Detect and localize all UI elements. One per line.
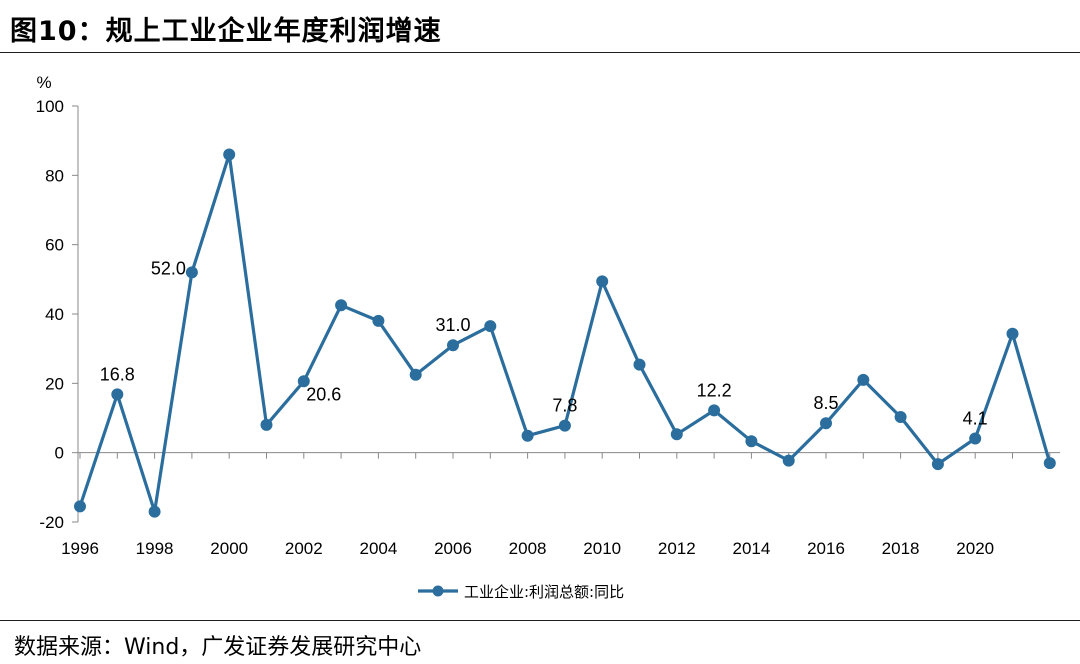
data-label: 52.0 — [151, 258, 186, 278]
figure-source: 数据来源：Wind，广发证券发展研究中心 — [14, 635, 422, 660]
x-tick-label: 2010 — [583, 539, 621, 558]
series-point — [74, 500, 86, 513]
x-tick-label: 2006 — [434, 539, 472, 558]
series-point — [1006, 327, 1019, 340]
series-point — [745, 435, 758, 448]
series-point — [409, 368, 422, 381]
series-point — [708, 404, 721, 417]
legend-swatch-marker — [432, 585, 444, 597]
figure-header: 图10：规上工业企业年度利润增速 — [0, 0, 1080, 53]
chart-data-labels: 16.8 52.0 20.6 31.0 7.8 12.2 8.5 4.1 — [100, 258, 988, 428]
series-point — [857, 373, 870, 386]
data-label: 12.2 — [697, 380, 732, 400]
x-tick-label: 2014 — [732, 539, 770, 558]
data-label: 16.8 — [100, 364, 135, 384]
series-point — [1043, 457, 1056, 470]
series-point — [335, 299, 348, 312]
series-point — [820, 417, 832, 430]
chart-legend: 工业企业:利润总额:同比 — [418, 583, 624, 601]
x-tick-label: 2002 — [285, 539, 323, 558]
series-point — [931, 458, 944, 471]
chart-axes: -20 0 20 40 60 80 100% 1996 1998 2000 2002 2004 2006… — [36, 73, 1060, 558]
series-point — [633, 358, 646, 371]
chart-series-layer — [74, 148, 1056, 518]
series-point — [670, 428, 683, 441]
series-point — [223, 148, 236, 161]
data-label: 8.5 — [813, 393, 838, 413]
data-label: 31.0 — [435, 315, 470, 335]
data-label: 4.1 — [963, 408, 988, 428]
y-tick-label: -20 — [39, 513, 64, 532]
x-tick-label: 2008 — [509, 539, 547, 558]
data-label: 7.8 — [552, 396, 577, 416]
x-tick-label: 2016 — [807, 539, 845, 558]
y-tick-label: 100 — [36, 97, 64, 116]
series-point — [596, 275, 609, 288]
series-point — [484, 320, 497, 333]
figure-footer: 数据来源：Wind，广发证券发展研究中心 — [0, 620, 1080, 664]
series-point — [148, 505, 161, 518]
series-point — [521, 429, 534, 442]
legend-label: 工业企业:利润总额:同比 — [464, 583, 624, 601]
line-chart: -20 0 20 40 60 80 100% 1996 1998 2000 2002 2004 2006… — [36, 73, 1060, 601]
chart-area: -20 0 20 40 60 80 100% 1996 1998 2000 2002 2004 2006… — [0, 52, 1080, 620]
series-point — [111, 388, 124, 401]
y-tick-label: 60 — [45, 236, 64, 255]
series-point — [260, 418, 273, 431]
series-point — [558, 419, 571, 432]
x-tick-label: 2004 — [359, 539, 397, 558]
x-tick-label: 2018 — [882, 539, 920, 558]
series-point — [185, 266, 198, 279]
series-point — [447, 339, 459, 352]
series-point — [372, 314, 385, 327]
series-point — [297, 375, 310, 388]
y-tick-label: 80 — [45, 166, 64, 185]
x-tick-label: 2000 — [210, 539, 248, 558]
data-label: 20.6 — [306, 384, 341, 404]
x-tick-label: 1996 — [61, 539, 99, 558]
y-axis-unit-label: % — [36, 73, 51, 92]
series-point — [782, 454, 795, 467]
y-tick-label: 20 — [45, 374, 64, 393]
x-tick-label: 2020 — [956, 539, 994, 558]
x-tick-label: 2012 — [658, 539, 696, 558]
series-point — [894, 411, 907, 423]
y-tick-label: 40 — [45, 305, 64, 324]
x-tick-label: 1998 — [136, 539, 174, 558]
y-tick-label: 0 — [55, 444, 64, 463]
figure-title: 图10：规上工业企业年度利润增速 — [10, 16, 442, 47]
series-point — [969, 432, 982, 445]
